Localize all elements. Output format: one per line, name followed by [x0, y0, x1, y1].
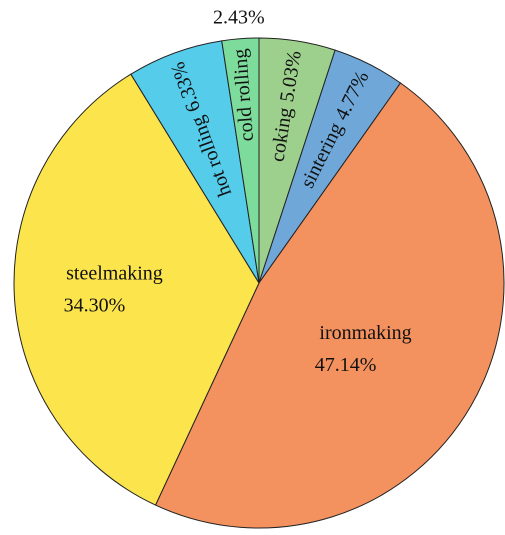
- slice-label: ironmaking: [319, 322, 411, 344]
- slice-label: steelmaking: [66, 262, 163, 284]
- pie-slice: [221, 37, 260, 284]
- slice-value-label: 34.30%: [64, 294, 126, 316]
- slice-value-label: 2.43%: [213, 6, 265, 28]
- slice-value-label: 47.14%: [315, 354, 377, 376]
- pie-slice: [154, 82, 505, 529]
- pie-slice: [13, 73, 260, 506]
